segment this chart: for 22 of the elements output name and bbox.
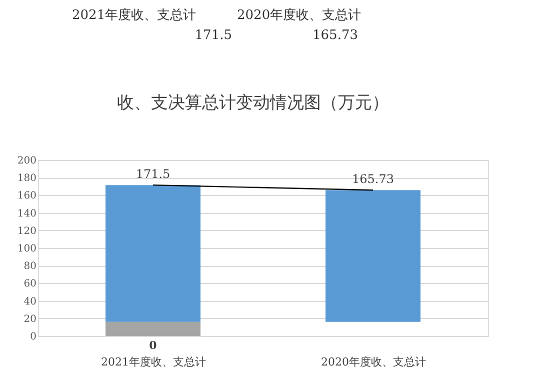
- y-tick-label: 20: [24, 314, 36, 325]
- text: 2020年度收、支总计: [237, 7, 362, 23]
- y-tick-label: 80: [24, 261, 36, 272]
- annotation: 165.73: [352, 172, 394, 186]
- data-label: 165.73: [312, 28, 358, 43]
- y-tick-label: 100: [17, 244, 36, 254]
- y-tick-label: 160: [17, 190, 36, 202]
- bar: [106, 322, 200, 336]
- bar: [106, 185, 200, 322]
- chart-title: 收、支决算总计变动情况图（万元）: [117, 93, 389, 113]
- y-tick-label: 0: [30, 332, 36, 342]
- y-tick-label: 200: [17, 156, 36, 166]
- annotation: 171.5: [136, 167, 170, 182]
- y-tick-label: 40: [24, 296, 36, 308]
- y-tick-label: 140: [17, 208, 36, 220]
- data-label: 171.5: [194, 28, 232, 43]
- y-tick-label: 120: [17, 226, 36, 237]
- text: 2021年度收、支总计: [72, 7, 196, 23]
- y-tick-label: 60: [24, 278, 36, 290]
- bar: [326, 190, 420, 322]
- y-tick-label: 180: [17, 173, 36, 184]
- annotation: 0: [149, 339, 158, 352]
